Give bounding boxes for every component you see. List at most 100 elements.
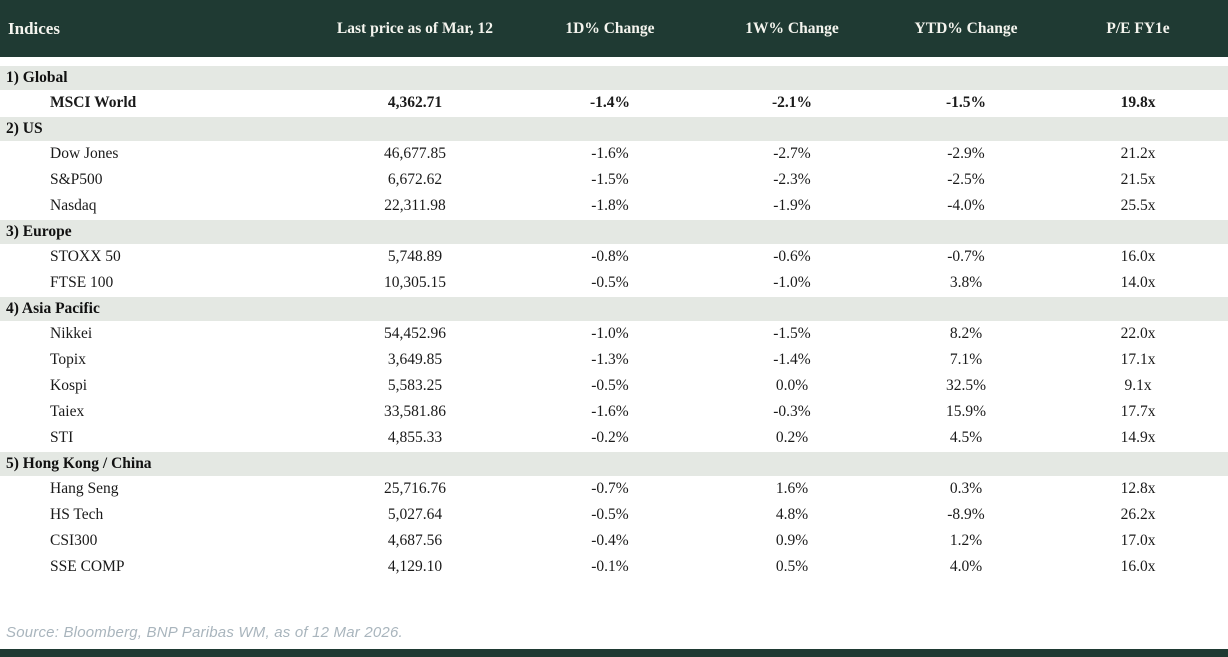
section-label: 5) Hong Kong / China — [0, 450, 1228, 477]
d1-change-cell: -0.5% — [520, 373, 700, 399]
pe-cell: 17.0x — [1048, 528, 1228, 554]
ytd-change-cell: 4.5% — [884, 425, 1048, 451]
pe-cell: 14.0x — [1048, 270, 1228, 296]
section-row: 5) Hong Kong / China — [0, 450, 1228, 477]
section-label: 2) US — [0, 115, 1228, 142]
w1-change-cell: -1.4% — [700, 347, 884, 373]
table-body: 1) Global MSCI World 4,362.71 -1.4% -2.1% -1.… — [0, 57, 1228, 580]
index-name-cell: HS Tech — [0, 502, 310, 528]
index-name-cell: Kospi — [0, 373, 310, 399]
column-header: 1D% Change — [520, 0, 700, 57]
last-price-cell: 5,027.64 — [310, 502, 520, 528]
pe-cell: 25.5x — [1048, 193, 1228, 219]
d1-change-cell: -1.3% — [520, 347, 700, 373]
w1-change-cell: 0.2% — [700, 425, 884, 451]
pe-cell: 12.8x — [1048, 476, 1228, 502]
table-header: Indices Last price as of Mar, 12 1D% Chang… — [0, 0, 1228, 57]
pe-cell: 16.0x — [1048, 554, 1228, 580]
last-price-cell: 4,129.10 — [310, 554, 520, 580]
index-row: SSE COMP 4,129.10 -0.1% 0.5% 4.0% 16.0x — [0, 554, 1228, 580]
w1-change-cell: -2.7% — [700, 141, 884, 167]
ytd-change-cell: 3.8% — [884, 270, 1048, 296]
w1-change-cell: 0.0% — [700, 373, 884, 399]
indices-panel: Indices Last price as of Mar, 12 1D% Chang… — [0, 0, 1228, 580]
index-row: S&P500 6,672.62 -1.5% -2.3% -2.5% 21.5x — [0, 167, 1228, 193]
last-price-cell: 4,855.33 — [310, 425, 520, 451]
last-price-cell: 6,672.62 — [310, 167, 520, 193]
index-row: FTSE 100 10,305.15 -0.5% -1.0% 3.8% 14.0x — [0, 270, 1228, 296]
index-name-cell: Topix — [0, 347, 310, 373]
pe-cell: 14.9x — [1048, 425, 1228, 451]
index-name-cell: Nasdaq — [0, 193, 310, 219]
ytd-change-cell: -4.0% — [884, 193, 1048, 219]
w1-change-cell: -2.3% — [700, 167, 884, 193]
index-row: STOXX 50 5,748.89 -0.8% -0.6% -0.7% 16.0x — [0, 244, 1228, 270]
w1-change-cell: 1.6% — [700, 476, 884, 502]
ytd-change-cell: 15.9% — [884, 399, 1048, 425]
d1-change-cell: -1.6% — [520, 141, 700, 167]
d1-change-cell: -0.5% — [520, 270, 700, 296]
last-price-cell: 54,452.96 — [310, 321, 520, 347]
ytd-change-cell: -8.9% — [884, 502, 1048, 528]
column-header: Last price as of Mar, 12 — [310, 0, 520, 57]
pe-cell: 17.1x — [1048, 347, 1228, 373]
ytd-change-cell: 7.1% — [884, 347, 1048, 373]
index-name-cell: Taiex — [0, 399, 310, 425]
ytd-change-cell: -2.5% — [884, 167, 1048, 193]
section-label: 3) Europe — [0, 218, 1228, 245]
w1-change-cell: 4.8% — [700, 502, 884, 528]
last-price-cell: 4,687.56 — [310, 528, 520, 554]
table-title: Indices — [0, 0, 310, 57]
d1-change-cell: -0.5% — [520, 502, 700, 528]
d1-change-cell: -1.6% — [520, 399, 700, 425]
ytd-change-cell: 0.3% — [884, 476, 1048, 502]
d1-change-cell: -1.5% — [520, 167, 700, 193]
last-price-cell: 4,362.71 — [310, 90, 520, 116]
index-name-cell: STI — [0, 425, 310, 451]
index-row: Nikkei 54,452.96 -1.0% -1.5% 8.2% 22.0x — [0, 321, 1228, 347]
column-header: 1W% Change — [700, 0, 884, 57]
ytd-change-cell: 8.2% — [884, 321, 1048, 347]
w1-change-cell: 0.9% — [700, 528, 884, 554]
pe-cell: 17.7x — [1048, 399, 1228, 425]
column-header: YTD% Change — [884, 0, 1048, 57]
last-price-cell: 10,305.15 — [310, 270, 520, 296]
bottom-accent-bar — [0, 649, 1228, 657]
last-price-cell: 33,581.86 — [310, 399, 520, 425]
section-row: 1) Global — [0, 64, 1228, 91]
w1-change-cell: -0.3% — [700, 399, 884, 425]
pe-cell: 21.5x — [1048, 167, 1228, 193]
index-row: Taiex 33,581.86 -1.6% -0.3% 15.9% 17.7x — [0, 399, 1228, 425]
w1-change-cell: 0.5% — [700, 554, 884, 580]
last-price-cell: 5,748.89 — [310, 244, 520, 270]
pe-cell: 22.0x — [1048, 321, 1228, 347]
index-row: Dow Jones 46,677.85 -1.6% -2.7% -2.9% 21.2x — [0, 141, 1228, 167]
w1-change-cell: -1.9% — [700, 193, 884, 219]
ytd-change-cell: -1.5% — [884, 90, 1048, 116]
pe-cell: 19.8x — [1048, 90, 1228, 116]
section-label: 4) Asia Pacific — [0, 295, 1228, 322]
index-row: STI 4,855.33 -0.2% 0.2% 4.5% 14.9x — [0, 425, 1228, 451]
index-name-cell: Dow Jones — [0, 141, 310, 167]
last-price-cell: 22,311.98 — [310, 193, 520, 219]
index-name-cell: MSCI World — [0, 90, 310, 116]
header-row: Indices Last price as of Mar, 12 1D% Chang… — [0, 0, 1228, 57]
column-header: P/E FY1e — [1048, 0, 1228, 57]
index-name-cell: Nikkei — [0, 321, 310, 347]
ytd-change-cell: 1.2% — [884, 528, 1048, 554]
d1-change-cell: -0.7% — [520, 476, 700, 502]
pe-cell: 9.1x — [1048, 373, 1228, 399]
pe-cell: 26.2x — [1048, 502, 1228, 528]
header-gap — [0, 57, 1228, 65]
index-row: Hang Seng 25,716.76 -0.7% 1.6% 0.3% 12.8x — [0, 476, 1228, 502]
source-note: Source: Bloomberg, BNP Paribas WM, as of… — [6, 624, 403, 641]
pe-cell: 16.0x — [1048, 244, 1228, 270]
d1-change-cell: -1.0% — [520, 321, 700, 347]
last-price-cell: 5,583.25 — [310, 373, 520, 399]
ytd-change-cell: -2.9% — [884, 141, 1048, 167]
d1-change-cell: -0.2% — [520, 425, 700, 451]
index-row: CSI300 4,687.56 -0.4% 0.9% 1.2% 17.0x — [0, 528, 1228, 554]
index-name-cell: CSI300 — [0, 528, 310, 554]
indices-table: Indices Last price as of Mar, 12 1D% Chang… — [0, 0, 1228, 580]
w1-change-cell: -1.5% — [700, 321, 884, 347]
